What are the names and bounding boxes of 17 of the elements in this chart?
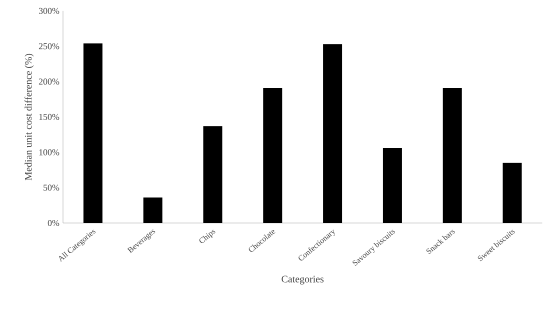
bar xyxy=(203,126,222,223)
bar xyxy=(143,198,162,223)
bar xyxy=(263,88,282,223)
bar xyxy=(83,43,102,223)
y-tick-label: 50% xyxy=(44,184,60,191)
bar xyxy=(323,44,342,223)
y-tick-label: 0% xyxy=(48,220,60,226)
bar xyxy=(442,88,462,223)
x-axis-title: Categories xyxy=(282,276,324,284)
y-tick-label: 300% xyxy=(38,8,60,14)
y-tick-label: 200% xyxy=(38,78,60,85)
bar xyxy=(382,148,402,223)
y-axis-title: Median unit cost difference (%) xyxy=(24,54,34,180)
y-tick-label: 250% xyxy=(38,43,60,50)
bar xyxy=(502,162,522,223)
y-tick-label: 150% xyxy=(39,114,60,120)
y-tick-label: 100% xyxy=(39,149,60,156)
